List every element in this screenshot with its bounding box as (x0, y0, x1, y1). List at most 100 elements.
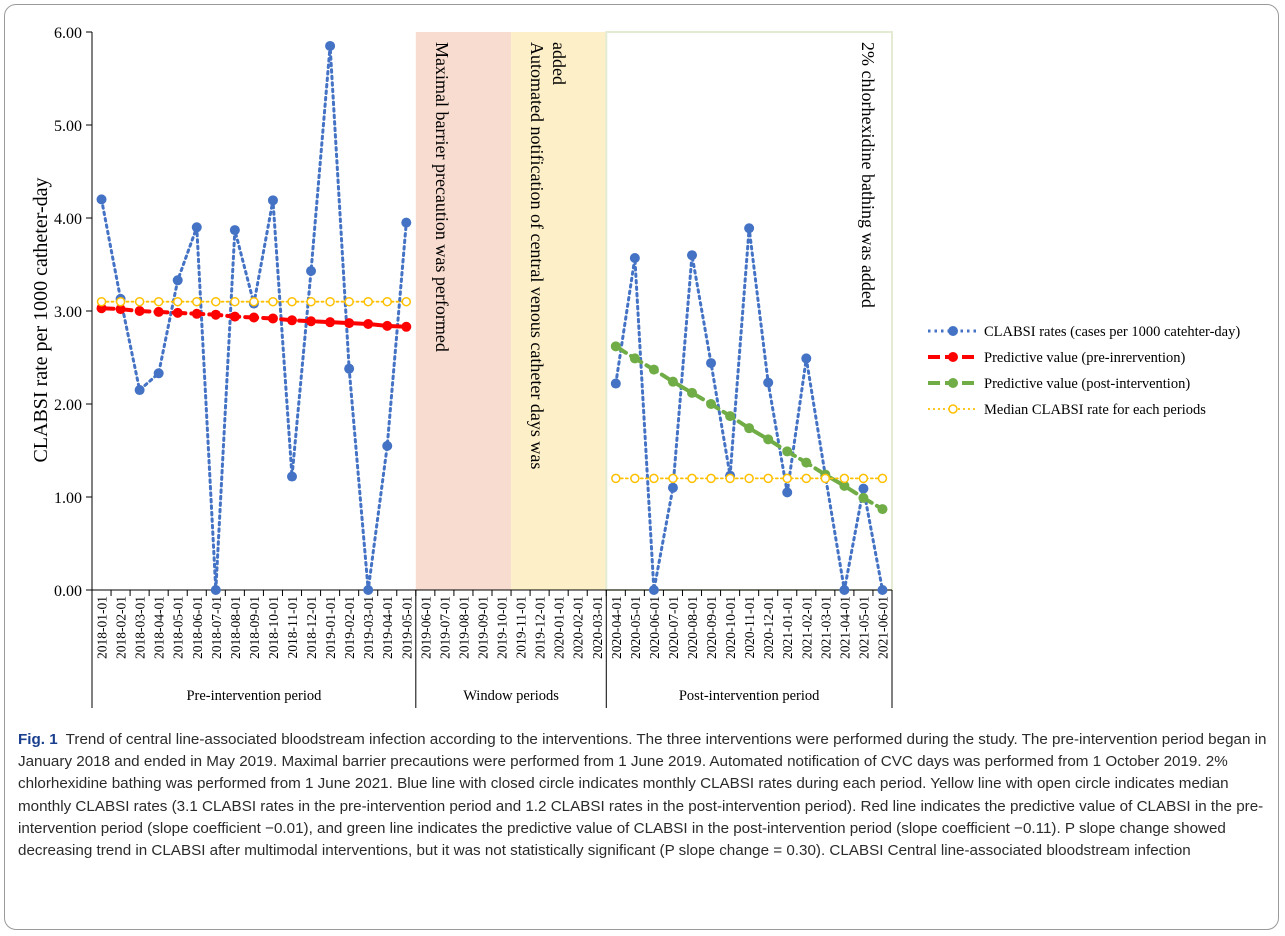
data-point (839, 585, 850, 595)
data-point (706, 358, 717, 369)
data-point (648, 585, 659, 595)
x-tick-label: 2020-05-01 (628, 596, 643, 659)
legend-marker-1 (948, 352, 958, 362)
y-axis-label: CLABSI rate per 1000 catheter-day (30, 177, 52, 462)
data-point (763, 473, 773, 484)
data-point (210, 309, 221, 320)
data-point (306, 266, 317, 277)
x-tick-label: 2018-04-01 (152, 596, 167, 659)
data-point (706, 473, 716, 484)
data-point (229, 311, 240, 322)
data-point (801, 353, 812, 364)
x-tick-label: 2018-07-01 (209, 596, 224, 659)
data-point (630, 473, 640, 484)
data-point (839, 480, 850, 491)
data-point (172, 307, 183, 318)
band-label-1-line2: added (549, 42, 569, 85)
data-point (192, 296, 202, 307)
period-label-0: Pre-intervention period (186, 688, 322, 704)
figure-caption: Fig. 1 Trend of central line-associated b… (18, 729, 1268, 862)
y-tick-label: 4.00 (54, 211, 82, 228)
data-point (287, 296, 297, 307)
x-tick-label: 2020-06-01 (647, 596, 662, 659)
x-tick-label: 2018-11-01 (285, 596, 300, 659)
x-tick-label: 2019-11-01 (514, 596, 529, 659)
series-3 (96, 296, 888, 484)
period-label-2: Post-intervention period (679, 688, 820, 704)
data-point (172, 275, 183, 286)
series-1 (96, 303, 412, 332)
data-point (744, 423, 755, 434)
x-tick-label: 2018-08-01 (228, 596, 243, 659)
band-0 (415, 32, 512, 590)
data-point (782, 487, 793, 498)
data-point (801, 473, 812, 484)
clabsi-trend-chart: Maximal barrier precaution was performed… (30, 25, 1240, 708)
x-tick-label: 2019-04-01 (380, 596, 395, 659)
intervention-bands: Maximal barrier precaution was performed… (415, 31, 893, 591)
data-point (648, 364, 659, 375)
x-tick-label: 2021-04-01 (837, 596, 852, 659)
axes: 0.00 1.00 2.00 3.00 4.00 5.00 6.00 2018-01-01 20… (54, 25, 893, 708)
x-tick-label: 2020-10-01 (723, 596, 738, 659)
data-point (115, 304, 126, 315)
x-tick-label: 2018-02-01 (114, 596, 129, 659)
data-point (877, 585, 888, 595)
x-tick-label: 2018-01-01 (95, 596, 110, 659)
x-tick-label: 2019-03-01 (361, 596, 376, 659)
y-tick-label: 0.00 (54, 583, 82, 600)
data-point (306, 296, 316, 307)
legend-marker-0 (948, 326, 958, 336)
data-point (401, 296, 412, 307)
x-tick-label: 2019-01-01 (323, 596, 338, 659)
x-tick-label: 2019-02-01 (342, 596, 357, 659)
data-point (191, 222, 202, 233)
data-point (382, 320, 393, 331)
legend-label-3: Median CLABSI rate for each periods (984, 402, 1206, 418)
data-point (820, 473, 831, 484)
data-point (782, 446, 793, 457)
x-tick-label: 2019-09-01 (475, 596, 490, 659)
caption-label: Fig. 1 (18, 731, 58, 748)
data-point (344, 296, 354, 307)
data-point (134, 306, 145, 316)
data-point (858, 483, 869, 494)
data-point (306, 316, 317, 327)
legend: CLABSI rates (cases per 1000 catehter-da… (928, 324, 1240, 418)
period-label-1: Window periods (463, 688, 559, 704)
x-tick-label: 2019-12-01 (533, 596, 548, 659)
data-point (325, 296, 335, 307)
data-point (325, 317, 336, 328)
data-point (96, 296, 107, 307)
data-point (744, 223, 755, 234)
x-tick-label: 2020-12-01 (761, 596, 776, 659)
data-point (839, 473, 850, 484)
band-label-0: Maximal barrier precaution was performed (432, 42, 452, 352)
data-point (858, 492, 869, 503)
x-tick-label: 2019-06-01 (418, 596, 433, 659)
data-point (96, 194, 107, 205)
y-tick-label: 5.00 (54, 118, 82, 135)
x-tick-label: 2021-06-01 (875, 596, 890, 659)
x-tick-label: 2020-08-01 (685, 596, 700, 659)
data-point (248, 312, 259, 323)
data-point (211, 296, 221, 307)
x-tick-label: 2019-05-01 (399, 596, 414, 659)
data-point (687, 250, 697, 261)
x-tick-label: 2018-10-01 (266, 596, 281, 659)
data-point (287, 315, 297, 326)
data-point (210, 585, 221, 595)
data-point (610, 378, 621, 389)
data-series (96, 40, 888, 595)
data-point (229, 225, 240, 236)
data-point (153, 306, 164, 317)
data-point (858, 473, 869, 484)
band-label-1: Automated notification of central venous… (527, 42, 547, 469)
x-tick-label: 2020-02-01 (571, 596, 586, 659)
data-point (744, 473, 754, 484)
data-point (363, 296, 373, 307)
x-tick-label: 2019-08-01 (456, 596, 471, 659)
data-point (877, 504, 888, 515)
data-point (610, 341, 621, 352)
data-point (134, 385, 145, 396)
